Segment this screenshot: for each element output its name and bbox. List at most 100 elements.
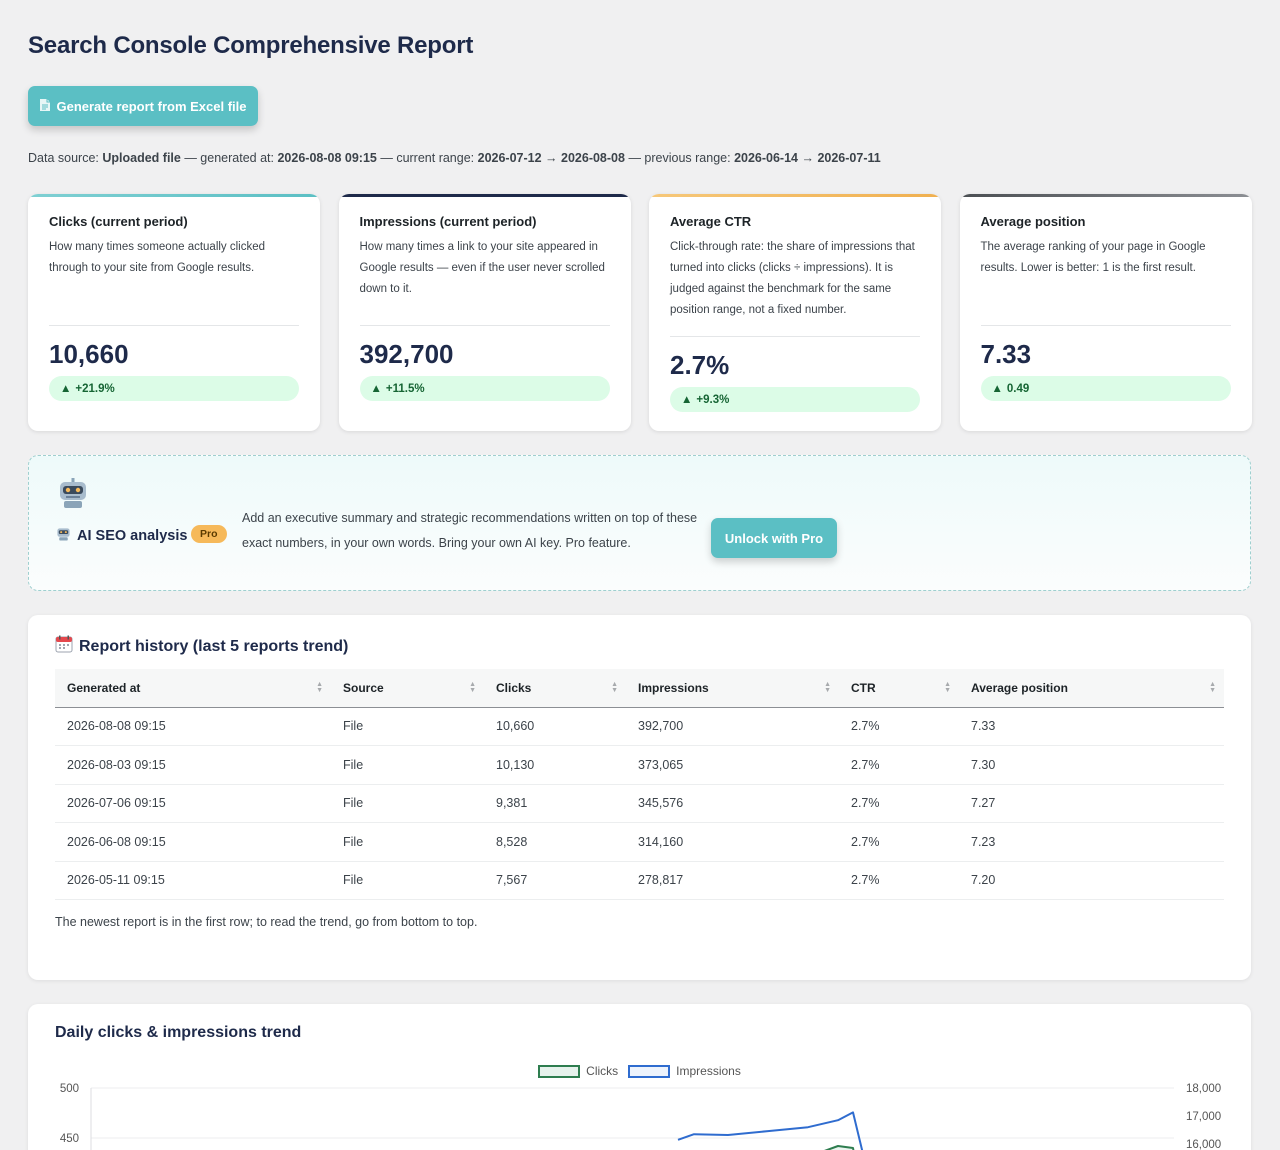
clicks-area bbox=[827, 1146, 854, 1150]
cell-generated-at: 2026-08-03 09:15 bbox=[55, 745, 331, 785]
report-history-table: Generated at ▲ ▼ Source ▲ ▼ Clicks ▲ ▼ Impress… bbox=[55, 669, 1224, 900]
arrow-up-icon: ▲ bbox=[681, 393, 693, 406]
card-title: Average CTR bbox=[670, 214, 752, 229]
y-right-tick-label: 18,000 bbox=[1186, 1083, 1221, 1095]
meta-generated-label: — generated at: bbox=[184, 151, 274, 165]
table-row: 2026-08-08 09:15 File 10,660 392,700 2.7… bbox=[55, 707, 1224, 746]
cell-clicks: 7,567 bbox=[484, 861, 626, 900]
cell-clicks: 10,660 bbox=[484, 707, 626, 746]
card-delta-value: +11.5% bbox=[385, 382, 425, 395]
cell-ctr: 2.7% bbox=[839, 861, 959, 900]
card-accent-bar bbox=[28, 194, 320, 197]
column-header-generated-at[interactable]: Generated at ▲ ▼ bbox=[55, 669, 331, 708]
cell-impressions: 314,160 bbox=[626, 822, 839, 862]
cell-impressions: 392,700 bbox=[626, 707, 839, 746]
card-value: 2.7% bbox=[670, 350, 730, 380]
arrow-up-icon: ▲ bbox=[60, 382, 72, 395]
card-divider bbox=[670, 336, 920, 337]
card-divider bbox=[49, 325, 299, 326]
cell-average-position: 7.20 bbox=[959, 861, 1224, 900]
cell-clicks: 9,381 bbox=[484, 784, 626, 823]
card-divider bbox=[980, 325, 1231, 326]
pro-badge: Pro bbox=[191, 525, 227, 543]
generate-report-button[interactable]: Generate report from Excel file bbox=[28, 86, 258, 126]
card-description: How many times a link to your site appea… bbox=[359, 241, 605, 295]
card-description: How many times someone actually clicked … bbox=[49, 241, 266, 274]
sort-icon[interactable]: ▲ ▼ bbox=[469, 680, 476, 694]
legend-label-clicks: Clicks bbox=[586, 1064, 619, 1078]
cell-average-position: 7.30 bbox=[959, 745, 1224, 785]
ctr-card: Average CTR Click-through rate: the shar… bbox=[649, 194, 941, 431]
report-history-title: Report history (last 5 reports trend) bbox=[55, 635, 348, 658]
cell-generated-at: 2026-07-06 09:15 bbox=[55, 784, 331, 823]
sort-icon[interactable]: ▲ ▼ bbox=[316, 680, 323, 694]
card-title: Impressions (current period) bbox=[359, 214, 537, 229]
cell-impressions: 345,576 bbox=[626, 784, 839, 823]
cell-source: File bbox=[331, 822, 484, 862]
legend-item-clicks[interactable]: Clicks bbox=[538, 1064, 618, 1078]
card-delta-value: +21.9% bbox=[75, 382, 115, 395]
cell-source: File bbox=[331, 784, 484, 823]
cell-average-position: 7.33 bbox=[959, 707, 1224, 746]
cell-source: File bbox=[331, 745, 484, 785]
card-description: Click-through rate: the share of impress… bbox=[670, 241, 915, 316]
unlock-pro-button[interactable]: Unlock with Pro bbox=[711, 518, 837, 558]
chart-legend: Clicks Impressions bbox=[28, 1064, 1251, 1078]
ai-seo-description: Add an executive summary and strategic r… bbox=[242, 511, 698, 550]
cell-source: File bbox=[331, 707, 484, 746]
arrow-up-icon: ▲ bbox=[370, 382, 382, 395]
legend-swatch-impressions bbox=[628, 1064, 671, 1078]
document-icon bbox=[39, 98, 51, 115]
card-delta-value: +9.3% bbox=[696, 393, 730, 406]
card-description: The average ranking of your page in Goog… bbox=[980, 241, 1206, 274]
column-header-source[interactable]: Source ▲ ▼ bbox=[331, 669, 484, 708]
cell-impressions: 278,817 bbox=[626, 861, 839, 900]
card-value: 392,700 bbox=[359, 339, 454, 369]
card-delta-badge: ▲ 0.49 bbox=[980, 376, 1231, 401]
sort-icon[interactable]: ▲ ▼ bbox=[944, 680, 951, 694]
y-left-tick-label: 450 bbox=[60, 1133, 79, 1145]
daily-trend-title: Daily clicks & impressions trend bbox=[55, 1024, 302, 1041]
trend-chart: 500 450 18,000 17,000 16,000 bbox=[60, 1083, 1221, 1150]
column-header-impressions[interactable]: Impressions ▲ ▼ bbox=[626, 669, 839, 708]
column-header-ctr[interactable]: CTR ▲ ▼ bbox=[839, 669, 959, 708]
cell-ctr: 2.7% bbox=[839, 784, 959, 823]
ai-seo-title: AI SEO analysis bbox=[56, 526, 187, 545]
meta-generated-value: 2026-08-08 09:15 bbox=[277, 151, 377, 165]
cell-average-position: 7.23 bbox=[959, 822, 1224, 862]
sort-icon[interactable]: ▲ ▼ bbox=[824, 680, 831, 694]
clicks-series-line bbox=[824, 1145, 855, 1150]
card-delta-value: 0.49 bbox=[1006, 382, 1030, 395]
cell-generated-at: 2026-05-11 09:15 bbox=[55, 861, 331, 900]
sort-icon[interactable]: ▲ ▼ bbox=[1209, 680, 1216, 694]
y-left-tick-label: 500 bbox=[60, 1083, 79, 1095]
report-history-title-text: Report history (last 5 reports trend) bbox=[79, 637, 349, 655]
kpi-cards: Clicks (current period) How many times s… bbox=[28, 194, 1252, 431]
legend-item-impressions[interactable]: Impressions bbox=[628, 1064, 741, 1078]
card-accent-bar bbox=[338, 194, 631, 197]
card-title: Average position bbox=[980, 214, 1086, 229]
cell-generated-at: 2026-08-08 09:15 bbox=[55, 707, 331, 746]
calendar-icon bbox=[55, 635, 73, 658]
column-header-clicks[interactable]: Clicks ▲ ▼ bbox=[484, 669, 626, 708]
cell-clicks: 10,130 bbox=[484, 745, 626, 785]
cell-impressions: 373,065 bbox=[626, 745, 839, 785]
meta-source-label: Data source: bbox=[28, 151, 99, 165]
meta-previous-label: — previous range: bbox=[628, 151, 731, 165]
column-header-average-position[interactable]: Average position ▲ ▼ bbox=[959, 669, 1224, 708]
cell-clicks: 8,528 bbox=[484, 822, 626, 862]
report-history-panel: Report history (last 5 reports trend) Ge… bbox=[28, 615, 1251, 980]
cell-ctr: 2.7% bbox=[839, 822, 959, 862]
arrow-up-icon: ▲ bbox=[991, 382, 1003, 395]
sort-icon[interactable]: ▲ ▼ bbox=[611, 680, 618, 694]
meta-previous-value: 2026-06-14 → 2026-07-11 bbox=[734, 151, 881, 165]
y-right-tick-label: 16,000 bbox=[1186, 1139, 1221, 1150]
clicks-card: Clicks (current period) How many times s… bbox=[28, 194, 320, 431]
meta-current-value: 2026-07-12 → 2026-08-08 bbox=[477, 151, 625, 165]
legend-label-impressions: Impressions bbox=[676, 1064, 741, 1078]
generate-report-label: Generate report from Excel file bbox=[56, 98, 247, 114]
meta-current-label: — current range: bbox=[380, 151, 475, 165]
card-title: Clicks (current period) bbox=[49, 214, 188, 229]
table-row: 2026-08-03 09:15 File 10,130 373,065 2.7… bbox=[55, 745, 1224, 785]
cell-source: File bbox=[331, 861, 484, 900]
